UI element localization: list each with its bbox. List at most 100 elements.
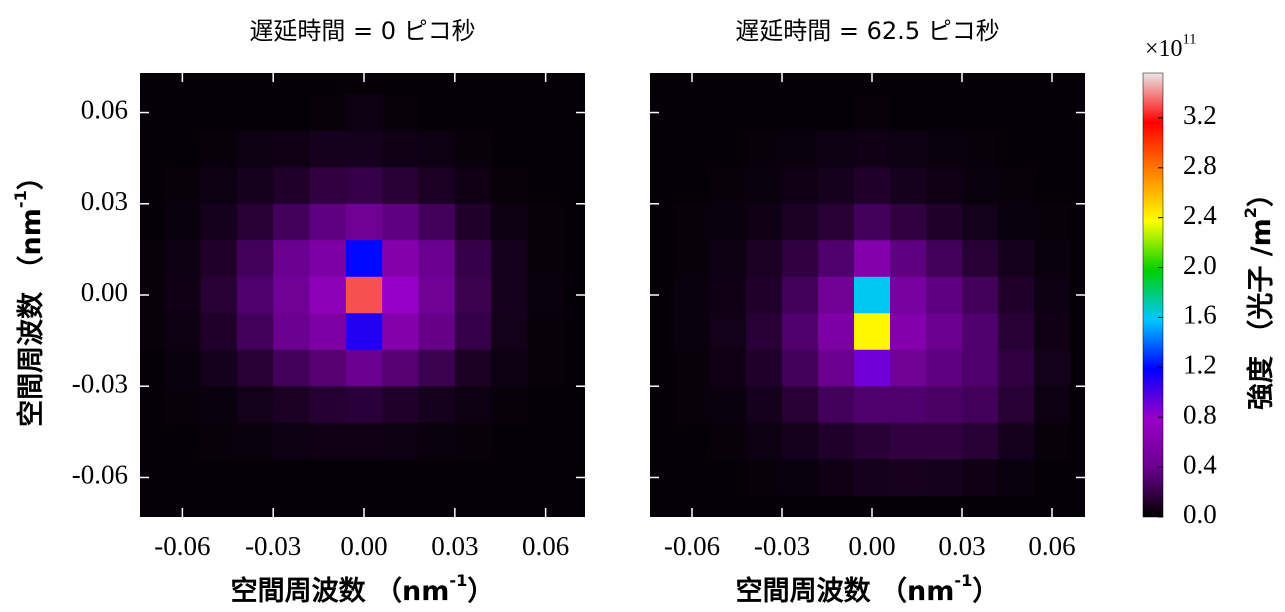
heatmap-cell xyxy=(962,313,999,350)
heatmap xyxy=(128,58,601,533)
heatmap-cell xyxy=(926,386,963,423)
heatmap-cell xyxy=(201,459,238,496)
x-axis-label: 空間周波数 （nm-1） xyxy=(736,571,1000,607)
heatmap-cell xyxy=(491,94,528,131)
heatmap-cell xyxy=(782,313,819,350)
heatmap-cell xyxy=(273,58,310,95)
colorbar-label: 強度 （光子 /m2） xyxy=(1241,180,1277,410)
heatmap-cell xyxy=(1070,204,1107,241)
heatmap-cell xyxy=(962,350,999,387)
heatmap-cell xyxy=(455,386,492,423)
heatmap-cell xyxy=(818,94,855,131)
heatmap-cell xyxy=(527,313,564,350)
heatmap-cell xyxy=(746,386,783,423)
y-tick-label: 0.06 xyxy=(81,95,128,125)
heatmap-cell xyxy=(419,350,456,387)
heatmap-cell xyxy=(674,423,711,460)
heatmap-cell xyxy=(638,496,675,533)
heatmap-cell xyxy=(710,496,747,533)
heatmap-cell xyxy=(998,459,1035,496)
heatmap-cell xyxy=(273,204,310,241)
heatmap-cell xyxy=(674,204,711,241)
colorbar-tick-label: 2.0 xyxy=(1183,250,1217,280)
heatmap-cell xyxy=(346,94,383,131)
heatmap-cell xyxy=(491,131,528,168)
heatmap-cell xyxy=(310,277,347,314)
heatmap-cell xyxy=(710,350,747,387)
heatmap-cell xyxy=(998,313,1035,350)
heatmap-cell xyxy=(782,496,819,533)
heatmap-cell xyxy=(962,386,999,423)
heatmap-cell xyxy=(419,167,456,204)
heatmap-cell xyxy=(998,277,1035,314)
heatmap-cell xyxy=(310,58,347,95)
heatmap-cell xyxy=(164,131,201,168)
heatmap-cell xyxy=(926,423,963,460)
heatmap-cell xyxy=(128,423,165,460)
heatmap-cell xyxy=(746,131,783,168)
heatmap-cell xyxy=(710,277,747,314)
heatmap-cell xyxy=(782,58,819,95)
heatmap-cell xyxy=(237,386,274,423)
heatmap-cell xyxy=(382,459,419,496)
heatmap-cell xyxy=(926,131,963,168)
heatmap-cell xyxy=(310,313,347,350)
heatmap-cell xyxy=(818,240,855,277)
heatmap-cell xyxy=(419,386,456,423)
x-axis-label: 空間周波数 （nm-1） xyxy=(231,571,495,607)
heatmap-cell xyxy=(782,204,819,241)
heatmap-cell xyxy=(1034,386,1071,423)
heatmap-cell xyxy=(237,94,274,131)
heatmap-cell xyxy=(382,204,419,241)
heatmap-cell xyxy=(998,496,1035,533)
heatmap-cell xyxy=(491,204,528,241)
heatmap-cell xyxy=(1034,277,1071,314)
heatmap-cell xyxy=(237,167,274,204)
heatmap-cell xyxy=(164,167,201,204)
heatmap-cell xyxy=(890,350,927,387)
x-tick-label: 0.06 xyxy=(522,531,569,561)
x-axis-label-sup: -1 xyxy=(449,571,467,590)
heatmap-cell xyxy=(237,423,274,460)
heatmap-cell xyxy=(1034,350,1071,387)
colorbar-tick-label: 2.4 xyxy=(1183,200,1217,230)
x-tick-label: -0.03 xyxy=(245,531,301,561)
heatmap-cell xyxy=(237,350,274,387)
heatmap-cell xyxy=(890,277,927,314)
heatmap-cell xyxy=(998,423,1035,460)
heatmap-cell xyxy=(382,423,419,460)
heatmap-cell xyxy=(710,167,747,204)
heatmap-cell xyxy=(491,167,528,204)
heatmap-cell xyxy=(710,204,747,241)
heatmap-cell xyxy=(638,58,675,95)
heatmap-cell xyxy=(527,386,564,423)
heatmap-cell xyxy=(1070,313,1107,350)
heatmap xyxy=(638,58,1107,533)
heatmap-cell xyxy=(455,94,492,131)
heatmap-cell xyxy=(455,58,492,95)
heatmap-cell xyxy=(818,204,855,241)
heatmap-cell xyxy=(962,94,999,131)
x-tick-label: -0.06 xyxy=(154,531,210,561)
heatmap-cell xyxy=(1070,240,1107,277)
heatmap-cell xyxy=(854,459,891,496)
heatmap-cell xyxy=(310,350,347,387)
heatmap-cell xyxy=(854,94,891,131)
heatmap-cell xyxy=(455,313,492,350)
heatmap-cell xyxy=(527,240,564,277)
heatmap-cell xyxy=(201,167,238,204)
heatmap-cell xyxy=(491,313,528,350)
heatmap-cell xyxy=(890,423,927,460)
heatmap-cell xyxy=(201,313,238,350)
heatmap-cell xyxy=(310,131,347,168)
heatmap-cell xyxy=(998,386,1035,423)
heatmap-cell xyxy=(564,496,601,533)
heatmap-cell xyxy=(310,459,347,496)
heatmap-cell xyxy=(128,496,165,533)
heatmap-cell xyxy=(710,459,747,496)
colorbar-label-main: 強度 （光子 /m xyxy=(1245,218,1277,410)
heatmap-cell xyxy=(782,131,819,168)
heatmap-cell xyxy=(1070,459,1107,496)
heatmap-cell xyxy=(1070,423,1107,460)
heatmap-cell xyxy=(854,350,891,387)
